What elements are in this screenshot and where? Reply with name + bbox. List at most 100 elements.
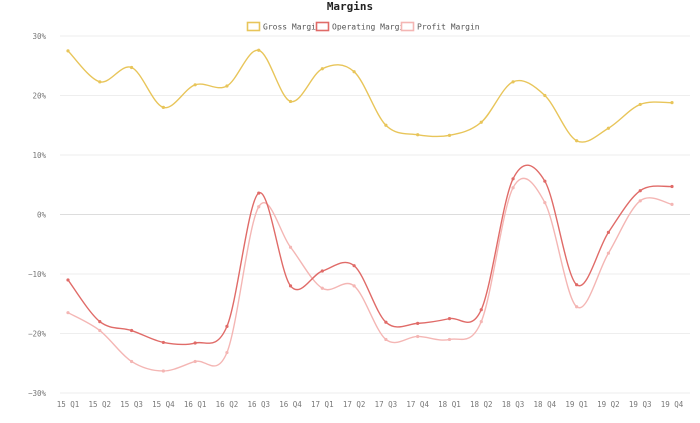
x-tick-label: 19 Q3 <box>629 400 652 409</box>
series-layer <box>66 48 674 373</box>
data-point-profit-margin[interactable] <box>384 337 388 342</box>
data-point-profit-margin[interactable] <box>352 284 356 288</box>
data-point-operating-margin[interactable] <box>384 320 388 324</box>
legend-item-gross-margin[interactable]: Gross Margin <box>246 21 321 32</box>
data-point-operating-margin[interactable] <box>98 320 102 324</box>
data-point-gross-margin[interactable] <box>638 102 642 107</box>
data-point-operating-margin[interactable] <box>479 308 483 312</box>
legend-label-operating-margin: Operating Margin <box>332 23 409 32</box>
data-point-gross-margin[interactable] <box>543 93 547 98</box>
legend: Gross Margin Operating Margin Profit Mar… <box>246 21 480 32</box>
data-point-profit-margin[interactable] <box>98 328 102 333</box>
legend-swatch-gross-margin <box>246 21 261 32</box>
x-tick-label: 18 Q4 <box>534 400 557 409</box>
data-point-operating-margin[interactable] <box>670 184 674 189</box>
legend-label-gross-margin: Gross Margin <box>263 23 321 32</box>
data-point-gross-margin[interactable] <box>416 133 420 137</box>
data-point-gross-margin[interactable] <box>193 83 197 87</box>
legend-swatch-operating-margin <box>315 21 330 32</box>
data-point-operating-margin[interactable] <box>575 283 579 287</box>
x-tick-label: 16 Q1 <box>184 400 207 409</box>
data-point-profit-margin[interactable] <box>447 337 452 342</box>
data-point-operating-margin[interactable] <box>193 341 197 345</box>
legend-item-operating-margin[interactable]: Operating Margin <box>315 21 410 32</box>
data-point-operating-margin[interactable] <box>257 191 261 195</box>
data-point-profit-margin[interactable] <box>575 305 579 309</box>
data-point-profit-margin[interactable] <box>543 201 547 205</box>
data-point-gross-margin[interactable] <box>66 49 70 53</box>
data-point-profit-margin[interactable] <box>288 245 293 249</box>
data-point-gross-margin[interactable] <box>257 48 261 52</box>
legend-item-profit-margin[interactable]: Profit Margin <box>400 21 480 32</box>
x-tick-label: 15 Q2 <box>89 400 112 409</box>
data-point-operating-margin[interactable] <box>129 328 134 333</box>
grid <box>60 35 690 394</box>
data-point-gross-margin[interactable] <box>575 139 579 143</box>
data-point-operating-margin[interactable] <box>320 269 324 273</box>
data-point-gross-margin[interactable] <box>384 123 388 127</box>
data-point-gross-margin[interactable] <box>98 80 102 84</box>
data-point-gross-margin[interactable] <box>447 133 452 137</box>
data-point-gross-margin[interactable] <box>129 65 134 70</box>
data-point-operating-margin[interactable] <box>638 189 642 193</box>
x-tick-label: 15 Q4 <box>152 400 175 409</box>
data-point-profit-margin[interactable] <box>225 350 229 355</box>
data-point-operating-margin[interactable] <box>447 317 452 321</box>
y-axis-ticks: −30% −20% −10% 0% 10% 20% 30% <box>28 32 47 398</box>
data-point-operating-margin[interactable] <box>416 321 420 325</box>
y-tick-label: 30% <box>32 32 46 41</box>
data-point-operating-margin[interactable] <box>161 340 165 345</box>
x-tick-label: 17 Q4 <box>406 400 429 409</box>
x-tick-label: 15 Q3 <box>120 400 143 409</box>
x-tick-label: 19 Q4 <box>661 400 684 409</box>
data-point-gross-margin[interactable] <box>352 70 356 74</box>
x-tick-label: 19 Q1 <box>565 400 588 409</box>
data-point-gross-margin[interactable] <box>479 120 483 124</box>
x-axis-ticks: 15 Q1 15 Q2 15 Q3 15 Q4 16 Q1 16 Q2 16 Q3 16 Q4… <box>57 400 684 409</box>
data-point-gross-margin[interactable] <box>511 80 515 84</box>
y-tick-label: 0% <box>37 211 47 220</box>
data-point-gross-margin[interactable] <box>288 99 293 104</box>
data-point-profit-margin[interactable] <box>193 359 197 364</box>
chart-title: Margins <box>327 0 373 13</box>
data-point-profit-margin[interactable] <box>66 311 70 315</box>
data-point-gross-margin[interactable] <box>670 101 674 105</box>
data-point-profit-margin[interactable] <box>606 251 611 255</box>
data-point-profit-margin[interactable] <box>257 205 261 209</box>
data-point-operating-margin[interactable] <box>288 284 293 288</box>
data-point-gross-margin[interactable] <box>161 105 165 109</box>
y-tick-label: −20% <box>28 330 47 339</box>
data-point-profit-margin[interactable] <box>670 202 674 206</box>
x-tick-label: 16 Q3 <box>247 400 270 409</box>
x-tick-label: 17 Q1 <box>311 400 334 409</box>
legend-label-profit-margin: Profit Margin <box>417 23 480 32</box>
series-line-gross-margin <box>67 49 673 143</box>
data-point-operating-margin[interactable] <box>225 324 229 328</box>
series-line-operating-margin <box>67 164 673 346</box>
data-point-profit-margin[interactable] <box>638 199 642 203</box>
data-point-operating-margin[interactable] <box>511 177 515 181</box>
data-point-profit-margin[interactable] <box>479 320 483 324</box>
data-point-gross-margin[interactable] <box>225 84 229 88</box>
data-point-operating-margin[interactable] <box>66 278 70 282</box>
series-operating-margin <box>66 164 674 346</box>
legend-swatch-profit-margin <box>400 21 415 32</box>
x-tick-label: 18 Q3 <box>502 400 525 409</box>
y-tick-label: −10% <box>28 270 47 279</box>
data-point-profit-margin[interactable] <box>416 334 420 339</box>
data-point-gross-margin[interactable] <box>320 67 324 71</box>
x-tick-label: 16 Q2 <box>216 400 239 409</box>
data-point-operating-margin[interactable] <box>352 264 356 268</box>
x-tick-label: 16 Q4 <box>279 400 302 409</box>
data-point-profit-margin[interactable] <box>511 186 515 190</box>
data-point-operating-margin[interactable] <box>606 230 611 234</box>
data-point-operating-margin[interactable] <box>543 179 547 183</box>
data-point-profit-margin[interactable] <box>320 286 324 290</box>
data-point-profit-margin[interactable] <box>129 359 134 364</box>
y-tick-label: 20% <box>32 92 46 101</box>
data-point-gross-margin[interactable] <box>606 126 611 130</box>
data-point-profit-margin[interactable] <box>161 369 165 373</box>
x-tick-label: 17 Q3 <box>375 400 398 409</box>
series-line-profit-margin <box>67 177 673 372</box>
series-gross-margin <box>66 48 674 143</box>
